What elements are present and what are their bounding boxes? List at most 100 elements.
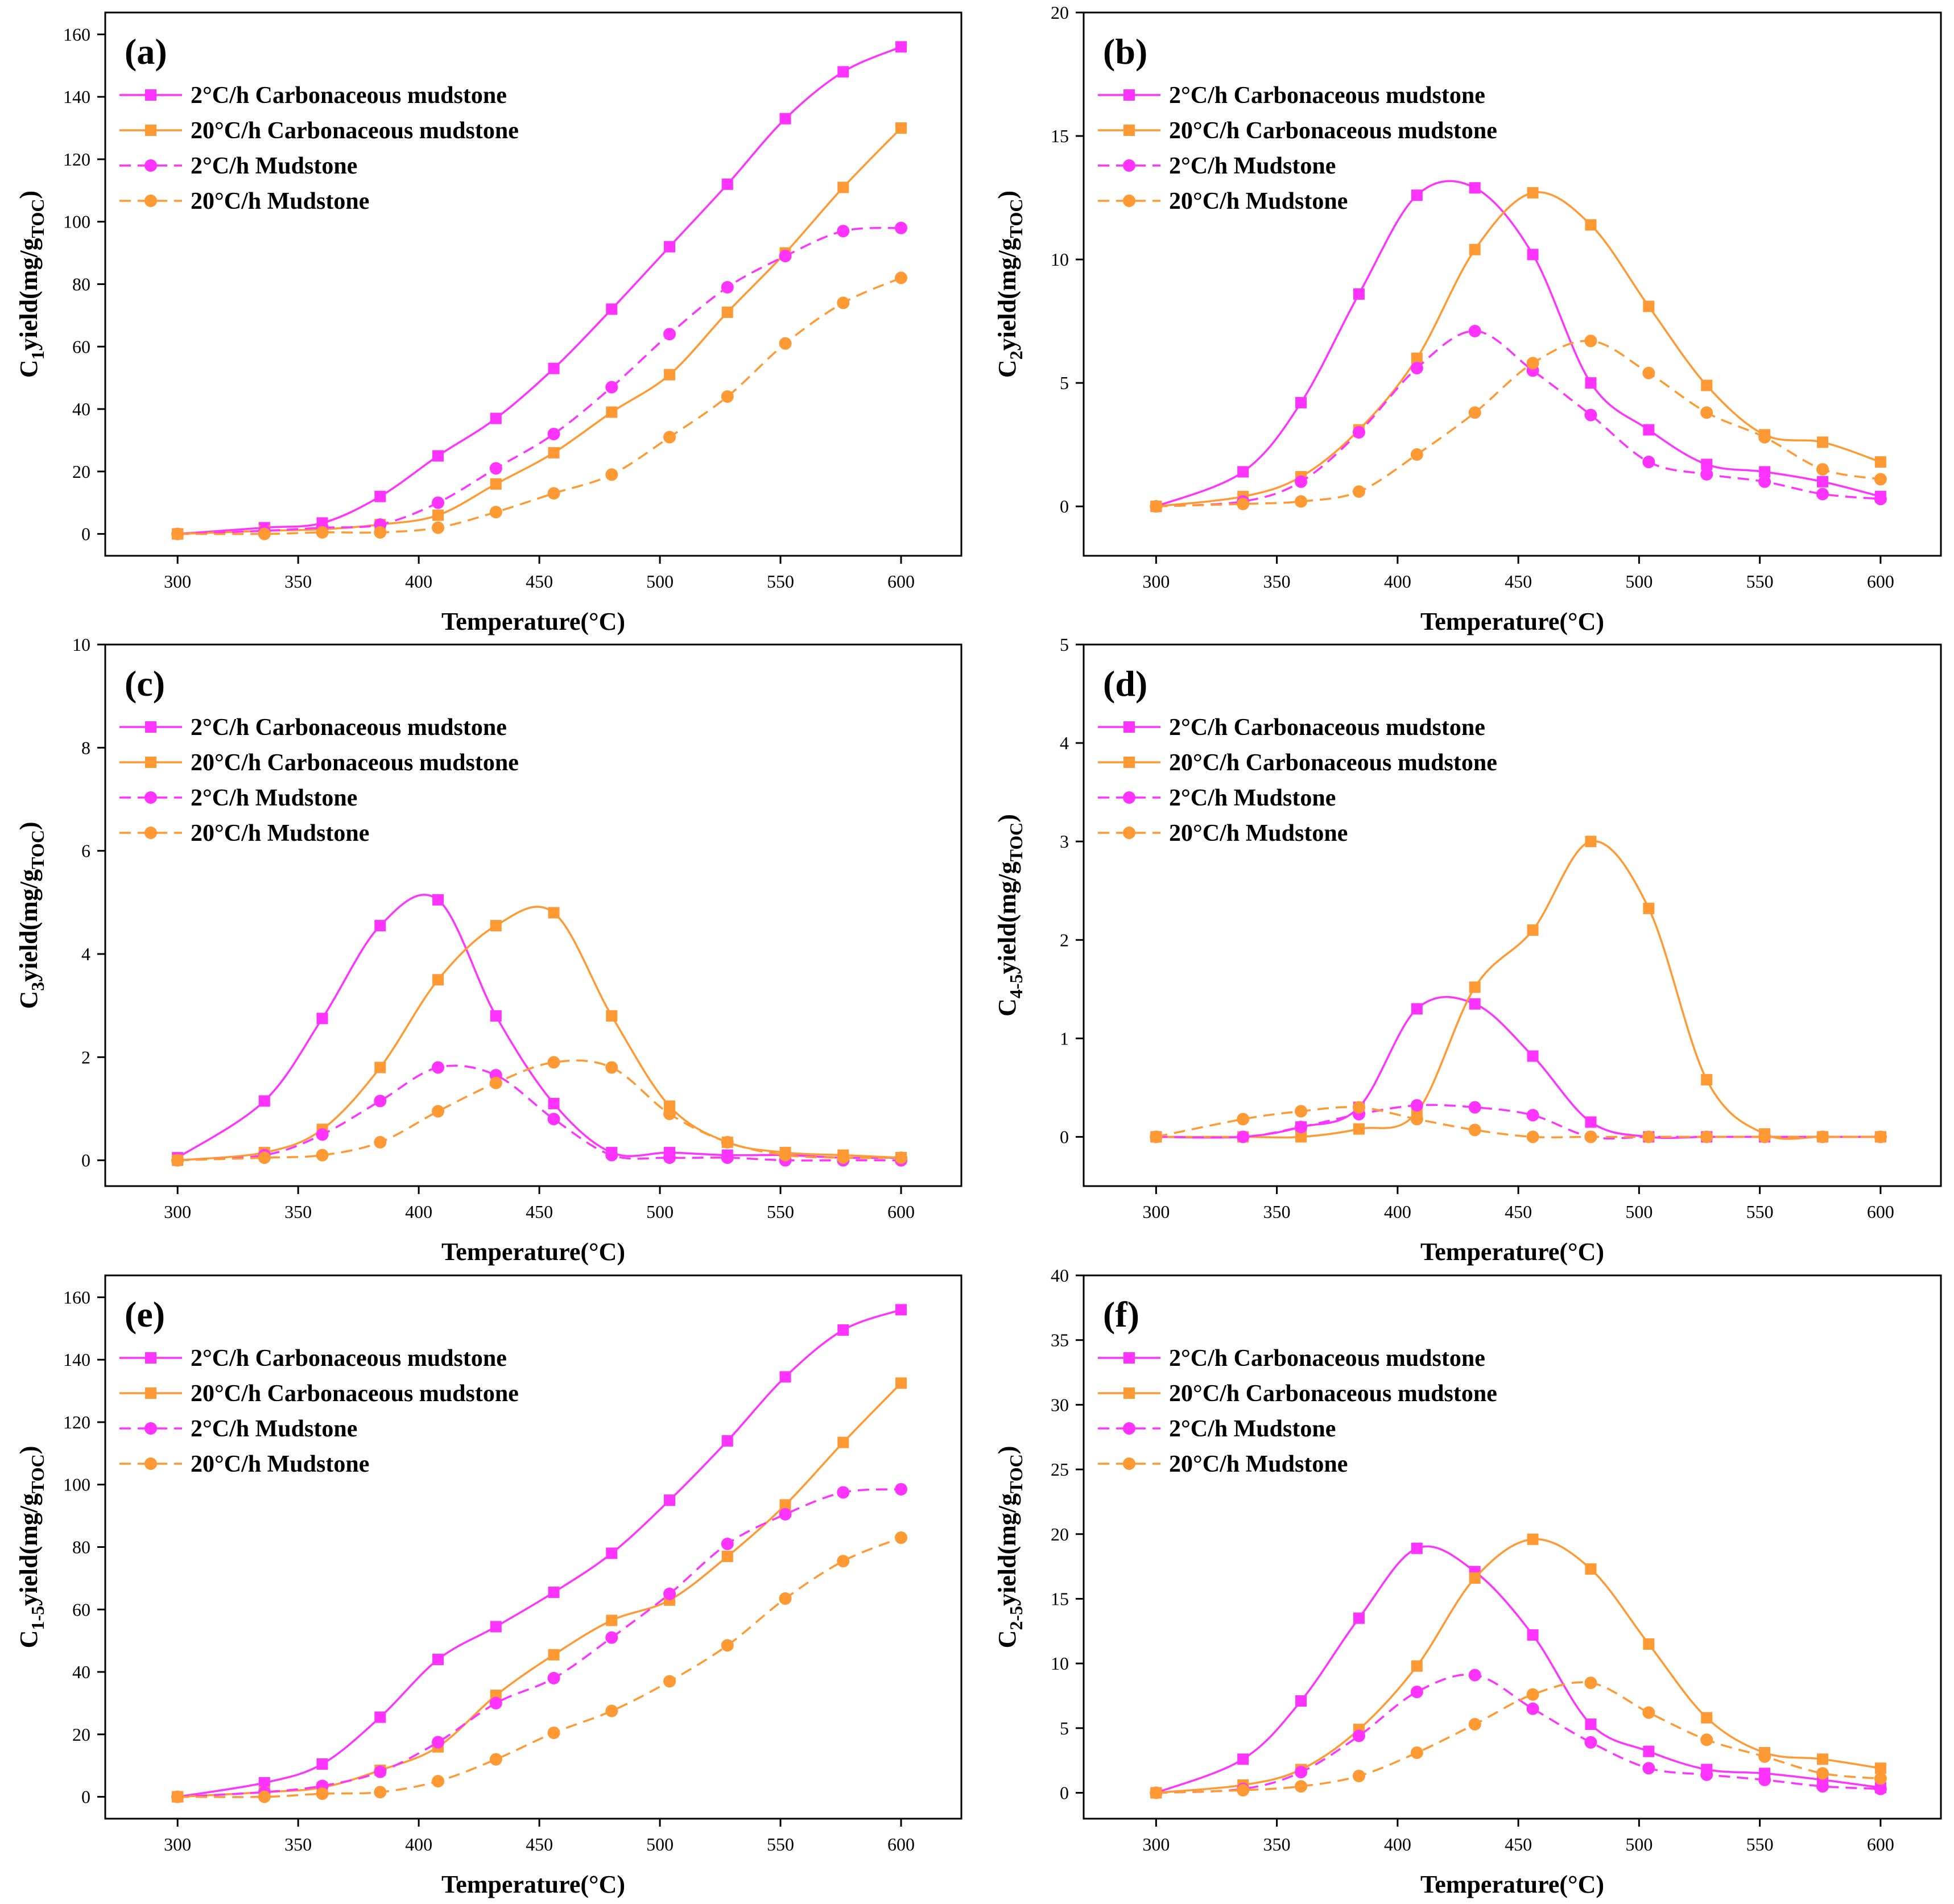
x-tick-label: 550 bbox=[1746, 1834, 1774, 1855]
y-axis-title-sub: 1 bbox=[27, 350, 48, 360]
data-point bbox=[721, 1151, 734, 1164]
data-point bbox=[1642, 1706, 1655, 1719]
y-axis-title-sub: TOC bbox=[1006, 823, 1026, 862]
legend-label: 20°C/h Carbonaceous mudstone bbox=[1169, 750, 1497, 776]
data-point bbox=[1469, 998, 1481, 1010]
legend-marker bbox=[1123, 89, 1135, 101]
x-tick-label: 400 bbox=[1384, 1834, 1411, 1855]
chart-panel-4: 300 350 400 450 500 550 600 0 20 40 60 80 100 120 140 1… bbox=[15, 1274, 962, 1898]
series-line bbox=[1156, 996, 1881, 1139]
y-axis-title: C2yield(mg/gTOC) bbox=[993, 191, 1026, 378]
x-tick-label: 350 bbox=[1263, 1834, 1291, 1855]
series-line bbox=[1156, 1681, 1881, 1794]
series-0 bbox=[1150, 1542, 1886, 1799]
legend-marker bbox=[1123, 159, 1135, 172]
data-point bbox=[721, 1639, 734, 1652]
legend-label: 2°C/h Carbonaceous mudstone bbox=[1169, 714, 1485, 741]
data-point bbox=[1527, 187, 1539, 199]
y-tick-label: 80 bbox=[72, 274, 90, 295]
data-point bbox=[1700, 1130, 1713, 1143]
y-axis-title-part: C bbox=[15, 991, 43, 1009]
data-point bbox=[1758, 1750, 1771, 1763]
x-tick-label: 400 bbox=[405, 571, 432, 592]
x-tick-label: 300 bbox=[164, 1201, 191, 1222]
series-line bbox=[1156, 840, 1881, 1140]
data-point bbox=[316, 1013, 328, 1025]
data-point bbox=[1526, 1702, 1539, 1715]
x-tick-label: 500 bbox=[1625, 571, 1653, 592]
data-point bbox=[1411, 352, 1423, 364]
data-point bbox=[1700, 406, 1713, 419]
legend-label: 20°C/h Carbonaceous mudstone bbox=[191, 1381, 519, 1407]
x-axis-title: Temperature(°C) bbox=[1420, 1870, 1604, 1898]
data-point bbox=[1295, 1695, 1307, 1707]
data-point bbox=[258, 527, 271, 540]
series-1 bbox=[1150, 1533, 1886, 1799]
series-3 bbox=[171, 271, 908, 540]
series-2 bbox=[171, 1482, 908, 1803]
data-point bbox=[1353, 1612, 1365, 1624]
series-1 bbox=[172, 122, 907, 540]
data-point bbox=[432, 1775, 445, 1788]
data-point bbox=[1468, 406, 1481, 419]
series-line bbox=[177, 894, 902, 1159]
data-point bbox=[779, 1499, 791, 1511]
chart-panel-2: 300 350 400 450 500 550 600 0 2 4 6 8 10 Temperature(… bbox=[15, 634, 962, 1266]
data-point bbox=[489, 1076, 502, 1089]
legend-label: 20°C/h Carbonaceous mudstone bbox=[1169, 1381, 1497, 1407]
data-point bbox=[721, 178, 733, 190]
data-point bbox=[605, 468, 618, 481]
data-point bbox=[1411, 1660, 1423, 1672]
data-point bbox=[432, 521, 445, 534]
x-tick-label: 350 bbox=[284, 1201, 312, 1222]
data-point bbox=[1352, 1101, 1365, 1114]
data-point bbox=[1758, 1773, 1771, 1786]
data-point bbox=[1352, 426, 1365, 439]
data-point bbox=[1410, 448, 1423, 461]
data-point bbox=[664, 1494, 676, 1506]
y-axis-title-part: yield(mg/g bbox=[993, 862, 1021, 974]
y-axis-title-sub: 3 bbox=[27, 982, 48, 991]
data-point bbox=[547, 427, 560, 440]
series-0 bbox=[172, 894, 907, 1164]
plot-frame bbox=[1083, 11, 1942, 557]
data-point bbox=[1526, 1109, 1539, 1122]
legend-marker bbox=[1123, 1387, 1135, 1399]
x-tick-label: 300 bbox=[1142, 1834, 1170, 1855]
data-point bbox=[1352, 1729, 1365, 1742]
data-point bbox=[605, 1704, 618, 1717]
data-point bbox=[432, 894, 444, 906]
legend-label: 2°C/h Carbonaceous mudstone bbox=[191, 82, 507, 109]
y-axis-title: C3yield(mg/gTOC) bbox=[15, 821, 48, 1009]
x-tick-label: 600 bbox=[887, 1201, 915, 1222]
series-line bbox=[1156, 1104, 1881, 1140]
data-point bbox=[1411, 189, 1423, 201]
data-point bbox=[1816, 463, 1829, 476]
series-line bbox=[177, 906, 902, 1162]
data-point bbox=[895, 1531, 908, 1544]
data-point bbox=[1700, 1733, 1713, 1746]
data-point bbox=[1584, 408, 1597, 422]
data-point bbox=[606, 303, 618, 315]
data-point bbox=[1411, 1542, 1423, 1554]
x-tick-label: 350 bbox=[1263, 571, 1291, 592]
x-tick-label: 400 bbox=[405, 1201, 432, 1222]
y-tick-label: 120 bbox=[63, 1412, 90, 1432]
data-point bbox=[258, 1790, 271, 1803]
legend-label: 2°C/h Carbonaceous mudstone bbox=[1169, 82, 1485, 109]
data-point bbox=[1642, 1762, 1655, 1775]
data-point bbox=[316, 1787, 329, 1800]
legend: 2°C/h Carbonaceous mudstone 20°C/h Carbon… bbox=[119, 1345, 519, 1477]
plot-frame bbox=[1083, 643, 1942, 1187]
data-point bbox=[1468, 1718, 1481, 1731]
data-point bbox=[489, 462, 502, 475]
data-point bbox=[1527, 1533, 1539, 1545]
y-axis-title-part: yield(mg/g bbox=[15, 1493, 43, 1606]
data-point bbox=[721, 306, 733, 318]
data-point bbox=[779, 337, 792, 350]
y-tick-label: 15 bbox=[1051, 1588, 1069, 1609]
y-tick-label: 80 bbox=[72, 1537, 90, 1558]
data-point bbox=[1701, 379, 1713, 391]
data-point bbox=[1237, 1753, 1249, 1765]
data-point bbox=[895, 1151, 908, 1164]
